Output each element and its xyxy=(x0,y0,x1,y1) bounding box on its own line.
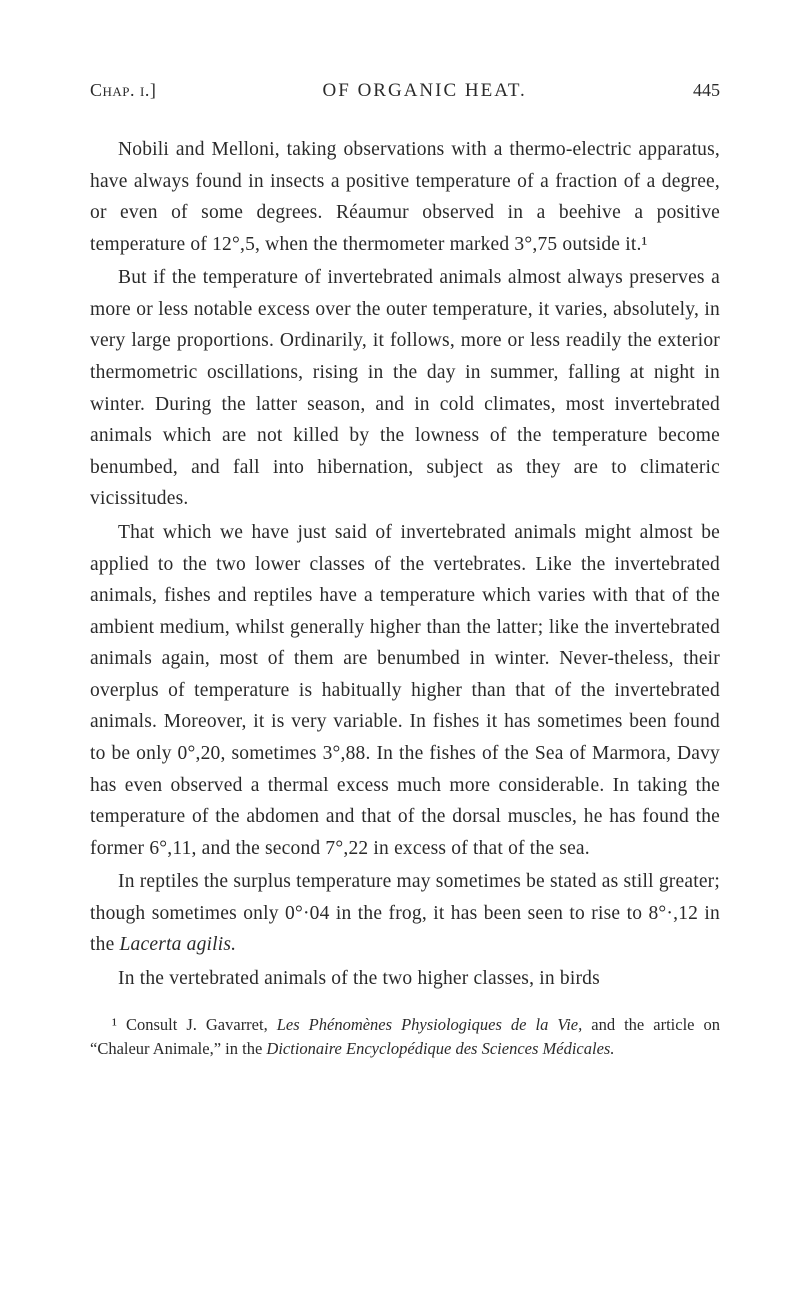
paragraph-2: But if the temperature of invertebrated … xyxy=(90,262,720,515)
footnote-1: ¹ Consult J. Gavarret, Les Phénomènes Ph… xyxy=(90,1013,720,1063)
paragraph-4: In reptiles the surplus temperature may … xyxy=(90,866,720,961)
header-chapter: Chap. i.] xyxy=(90,80,156,101)
header-page-number: 445 xyxy=(693,80,720,101)
paragraph-1: Nobili and Melloni, taking observations … xyxy=(90,134,720,260)
page: Chap. i.] OF ORGANIC HEAT. 445 Nobili an… xyxy=(0,0,800,1139)
paragraph-3: That which we have just said of inverteb… xyxy=(90,517,720,864)
running-header: Chap. i.] OF ORGANIC HEAT. 445 xyxy=(90,80,720,102)
header-title: OF ORGANIC HEAT. xyxy=(323,80,527,102)
footnote-italic-2: Dictionaire Encyclopédique des Sciences … xyxy=(266,1039,614,1058)
footnote-italic-1: Les Phénomènes Physiologiques de la Vie, xyxy=(277,1015,583,1034)
paragraph-5: In the vertebrated animals of the two hi… xyxy=(90,963,720,995)
footnote-lead: ¹ Consult J. Gavarret, xyxy=(112,1015,277,1034)
paragraph-4-italic: Lacerta agilis. xyxy=(120,934,237,955)
